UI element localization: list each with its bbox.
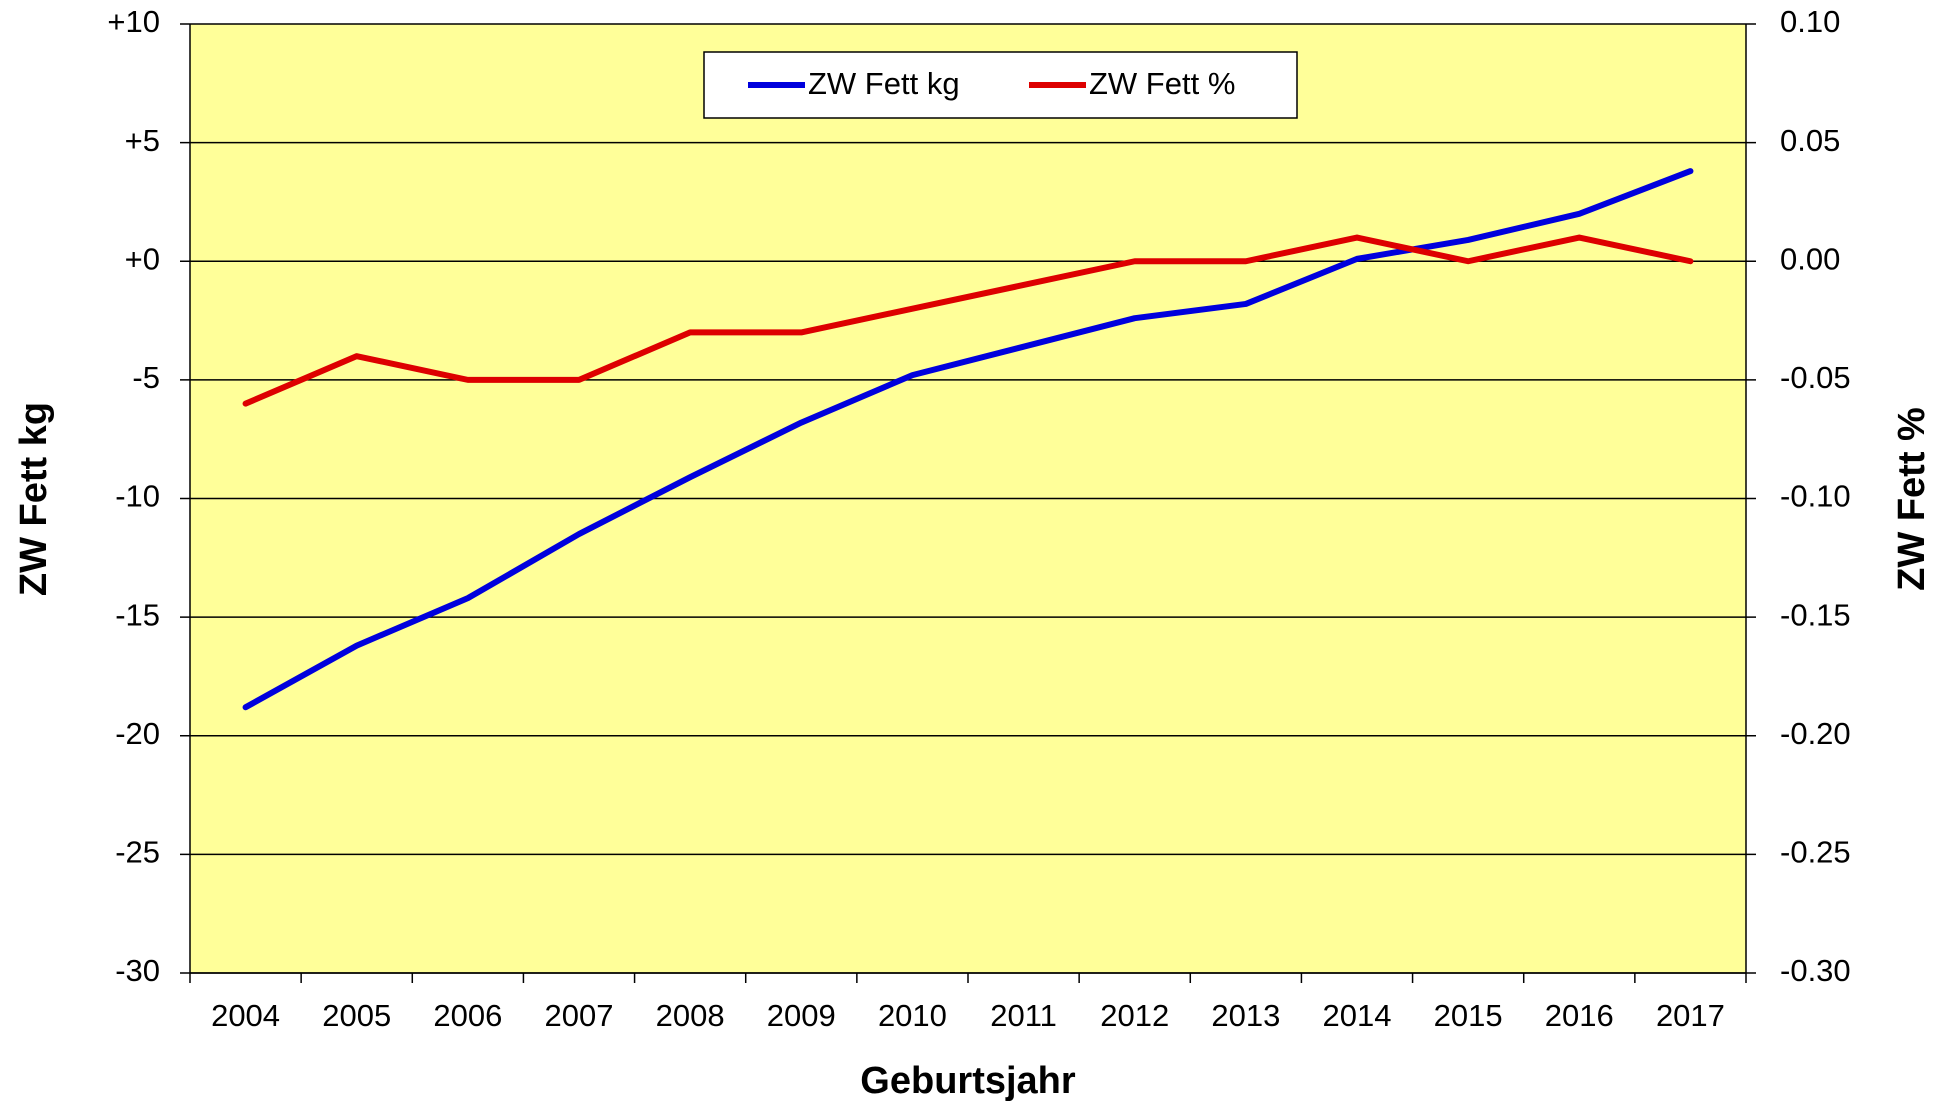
y-tick-label: -5 [132,360,160,395]
x-tick-label: 2009 [767,998,836,1033]
x-tick-label: 2010 [878,998,947,1033]
x-tick-label: 2008 [656,998,725,1033]
y-tick-label: -10 [115,479,160,514]
legend: ZW Fett kg ZW Fett % [703,51,1298,119]
y2-tick-label: -0.05 [1780,360,1851,395]
y-tick-label: -25 [115,835,160,870]
x-tick-label: 2015 [1434,998,1503,1033]
x-tick-label: 2005 [322,998,391,1033]
y-axis-title: ZW Fett kg [13,402,55,596]
x-tick-label: 2013 [1211,998,1280,1033]
x-tick-label: 2014 [1323,998,1392,1033]
y2-axis-title: ZW Fett % [1891,407,1933,591]
y-tick-label: -15 [115,597,160,632]
y2-tick-label: -0.20 [1780,716,1851,751]
y2-tick-label: 0.10 [1780,4,1840,39]
legend-label: ZW Fett % [1089,66,1235,101]
y2-tick-label: -0.30 [1780,953,1851,988]
series-line [242,168,1694,711]
y2-tick-label: -0.10 [1780,479,1851,514]
series-line [242,234,1694,407]
x-tick-label: 2011 [990,998,1057,1033]
x-tick-label: 2007 [545,998,614,1033]
y2-tick-label: -0.15 [1780,597,1851,632]
x-tick-label: 2006 [433,998,502,1033]
y-tick-label: -30 [115,953,160,988]
x-tick-label: 2017 [1656,998,1725,1033]
y-tick-label: -20 [115,716,160,751]
x-tick-label: 2012 [1100,998,1169,1033]
y2-tick-label: 0.05 [1780,123,1840,158]
x-axis-title: Geburtsjahr [860,1060,1076,1102]
x-tick-label: 2004 [211,998,280,1033]
legend-label: ZW Fett kg [808,66,960,101]
y-tick-label: +0 [125,241,160,276]
y-tick-label: +10 [107,4,160,39]
y2-tick-label: 0.00 [1780,241,1840,276]
y-tick-label: +5 [125,123,160,158]
x-tick-label: 2016 [1545,998,1614,1033]
y2-tick-label: -0.25 [1780,835,1851,870]
